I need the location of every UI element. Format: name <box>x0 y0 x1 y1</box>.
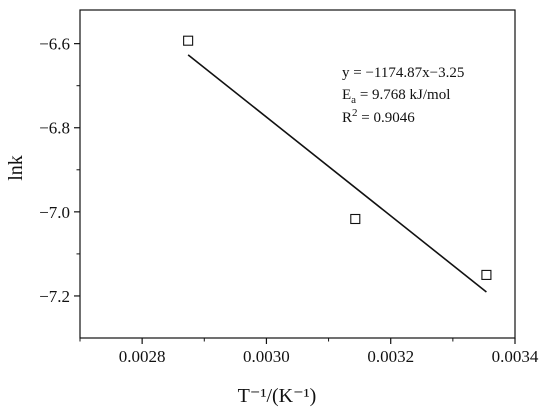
x-tick-label: 0.0034 <box>492 347 539 366</box>
r-squared-label: R2 = 0.9046 <box>342 107 415 126</box>
y-tick-label: −7.2 <box>39 287 70 306</box>
y-tick-label: −6.8 <box>39 119 70 138</box>
ea-subscript: a <box>351 94 356 106</box>
y-tick-label: −6.6 <box>39 35 70 54</box>
plot-frame <box>79 9 516 339</box>
fit-line <box>187 54 487 293</box>
data-point-square <box>183 35 194 46</box>
data-point-square <box>350 213 361 225</box>
r2-superscript: 2 <box>352 107 358 119</box>
data-point-square <box>481 269 492 280</box>
regression-annotation: y = −1174.87x−3.25 Ea = 9.768 kJ/mol R2 … <box>342 65 464 126</box>
ea-value: = 9.768 kJ/mol <box>356 87 450 103</box>
regression-equation: y = −1174.87x−3.25 <box>342 65 464 81</box>
x-tick-label: 0.0028 <box>119 347 166 366</box>
y-axis-label: lnk <box>5 155 27 181</box>
x-tick-label: 0.0032 <box>367 347 414 366</box>
x-axis-label: T⁻¹/(K⁻¹) <box>238 385 317 407</box>
y-axis-ticks: −7.2 −7.0 −6.8 −6.6 <box>39 35 80 306</box>
activation-energy-label: Ea = 9.768 kJ/mol <box>342 87 450 106</box>
plot-area-border <box>79 9 516 339</box>
x-tick-label: 0.0030 <box>243 347 290 366</box>
fit-line-group <box>187 54 487 293</box>
data-points <box>183 35 492 280</box>
y-tick-label: −7.0 <box>39 203 70 222</box>
ea-prefix: E <box>342 87 351 103</box>
r2-value: = 0.9046 <box>358 110 416 126</box>
x-axis-ticks: 0.0028 0.0030 0.0032 0.0034 <box>79 338 539 366</box>
r2-prefix: R <box>342 110 352 126</box>
